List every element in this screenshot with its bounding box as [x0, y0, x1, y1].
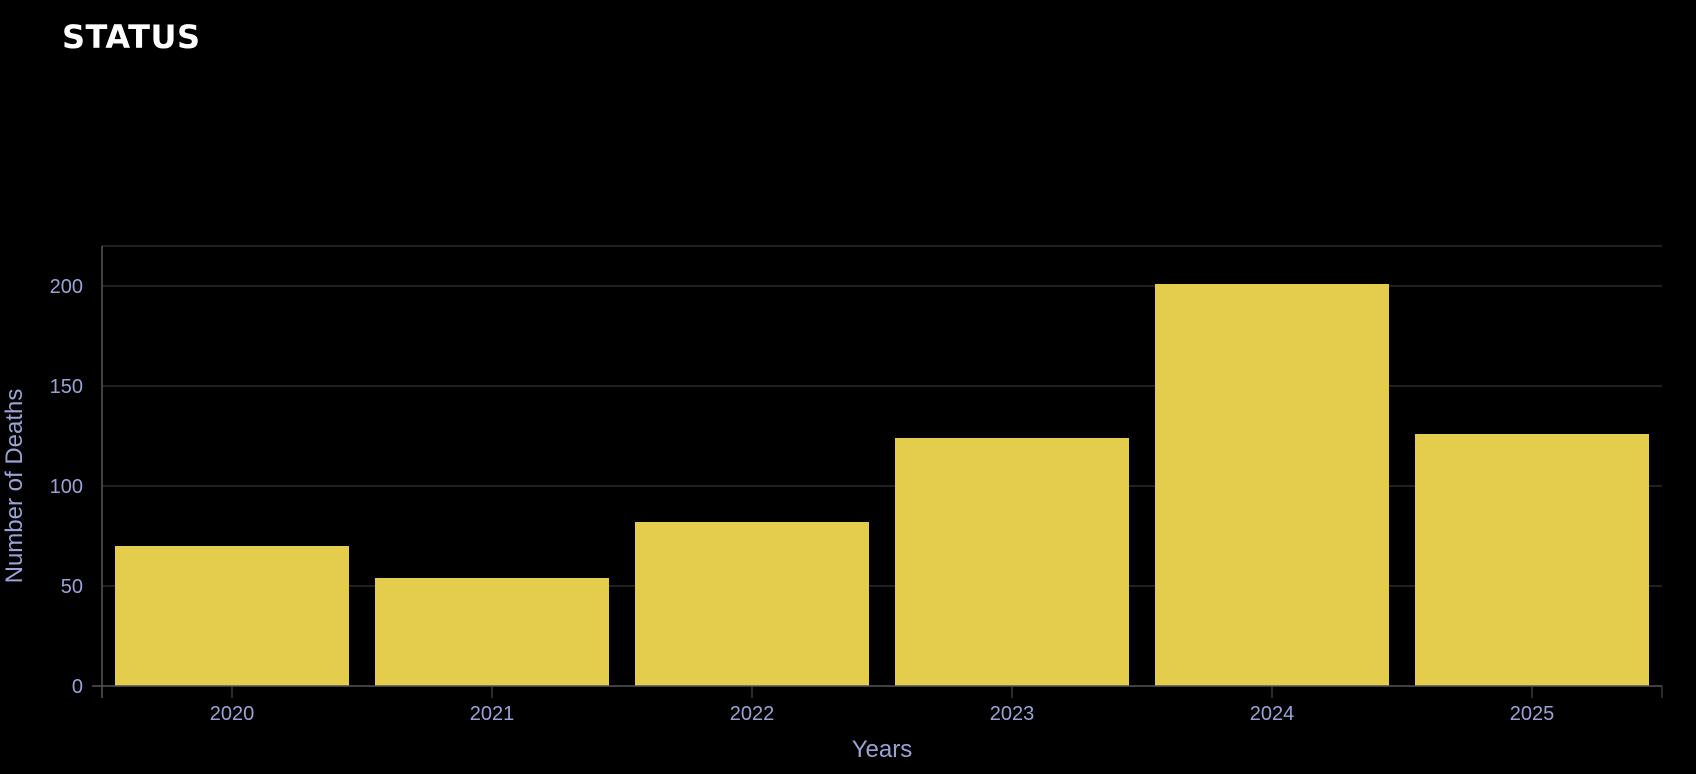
bars [115, 284, 1649, 686]
tick-labels: 0 50 100 150 200 2020 2021 2022 2023 2024 2025 [50, 276, 1555, 725]
bar-2024 [1155, 284, 1389, 686]
page-title: STATUS [62, 18, 201, 56]
y-tick-label: 50 [61, 576, 83, 598]
bar-2022 [635, 522, 869, 686]
y-axis-title: Number of Deaths [1, 389, 28, 584]
y-tick-label: 200 [50, 276, 83, 298]
bar-2023 [895, 438, 1129, 686]
grid-lines [102, 245, 1662, 587]
y-tick-label: 150 [50, 376, 83, 398]
x-tick-label: 2023 [990, 703, 1035, 725]
x-tick-label: 2020 [210, 703, 255, 725]
bar-2020 [115, 546, 349, 686]
x-tick-label: 2022 [730, 703, 775, 725]
bar-2021 [375, 578, 609, 686]
x-tick-label: 2025 [1510, 703, 1555, 725]
x-tick-label: 2021 [470, 703, 515, 725]
x-axis-title: Years [852, 736, 913, 763]
y-tick-label: 100 [50, 476, 83, 498]
bar-2025 [1415, 434, 1649, 686]
x-tick-label: 2024 [1250, 703, 1295, 725]
y-tick-label: 0 [72, 676, 83, 698]
axes [92, 246, 1663, 698]
